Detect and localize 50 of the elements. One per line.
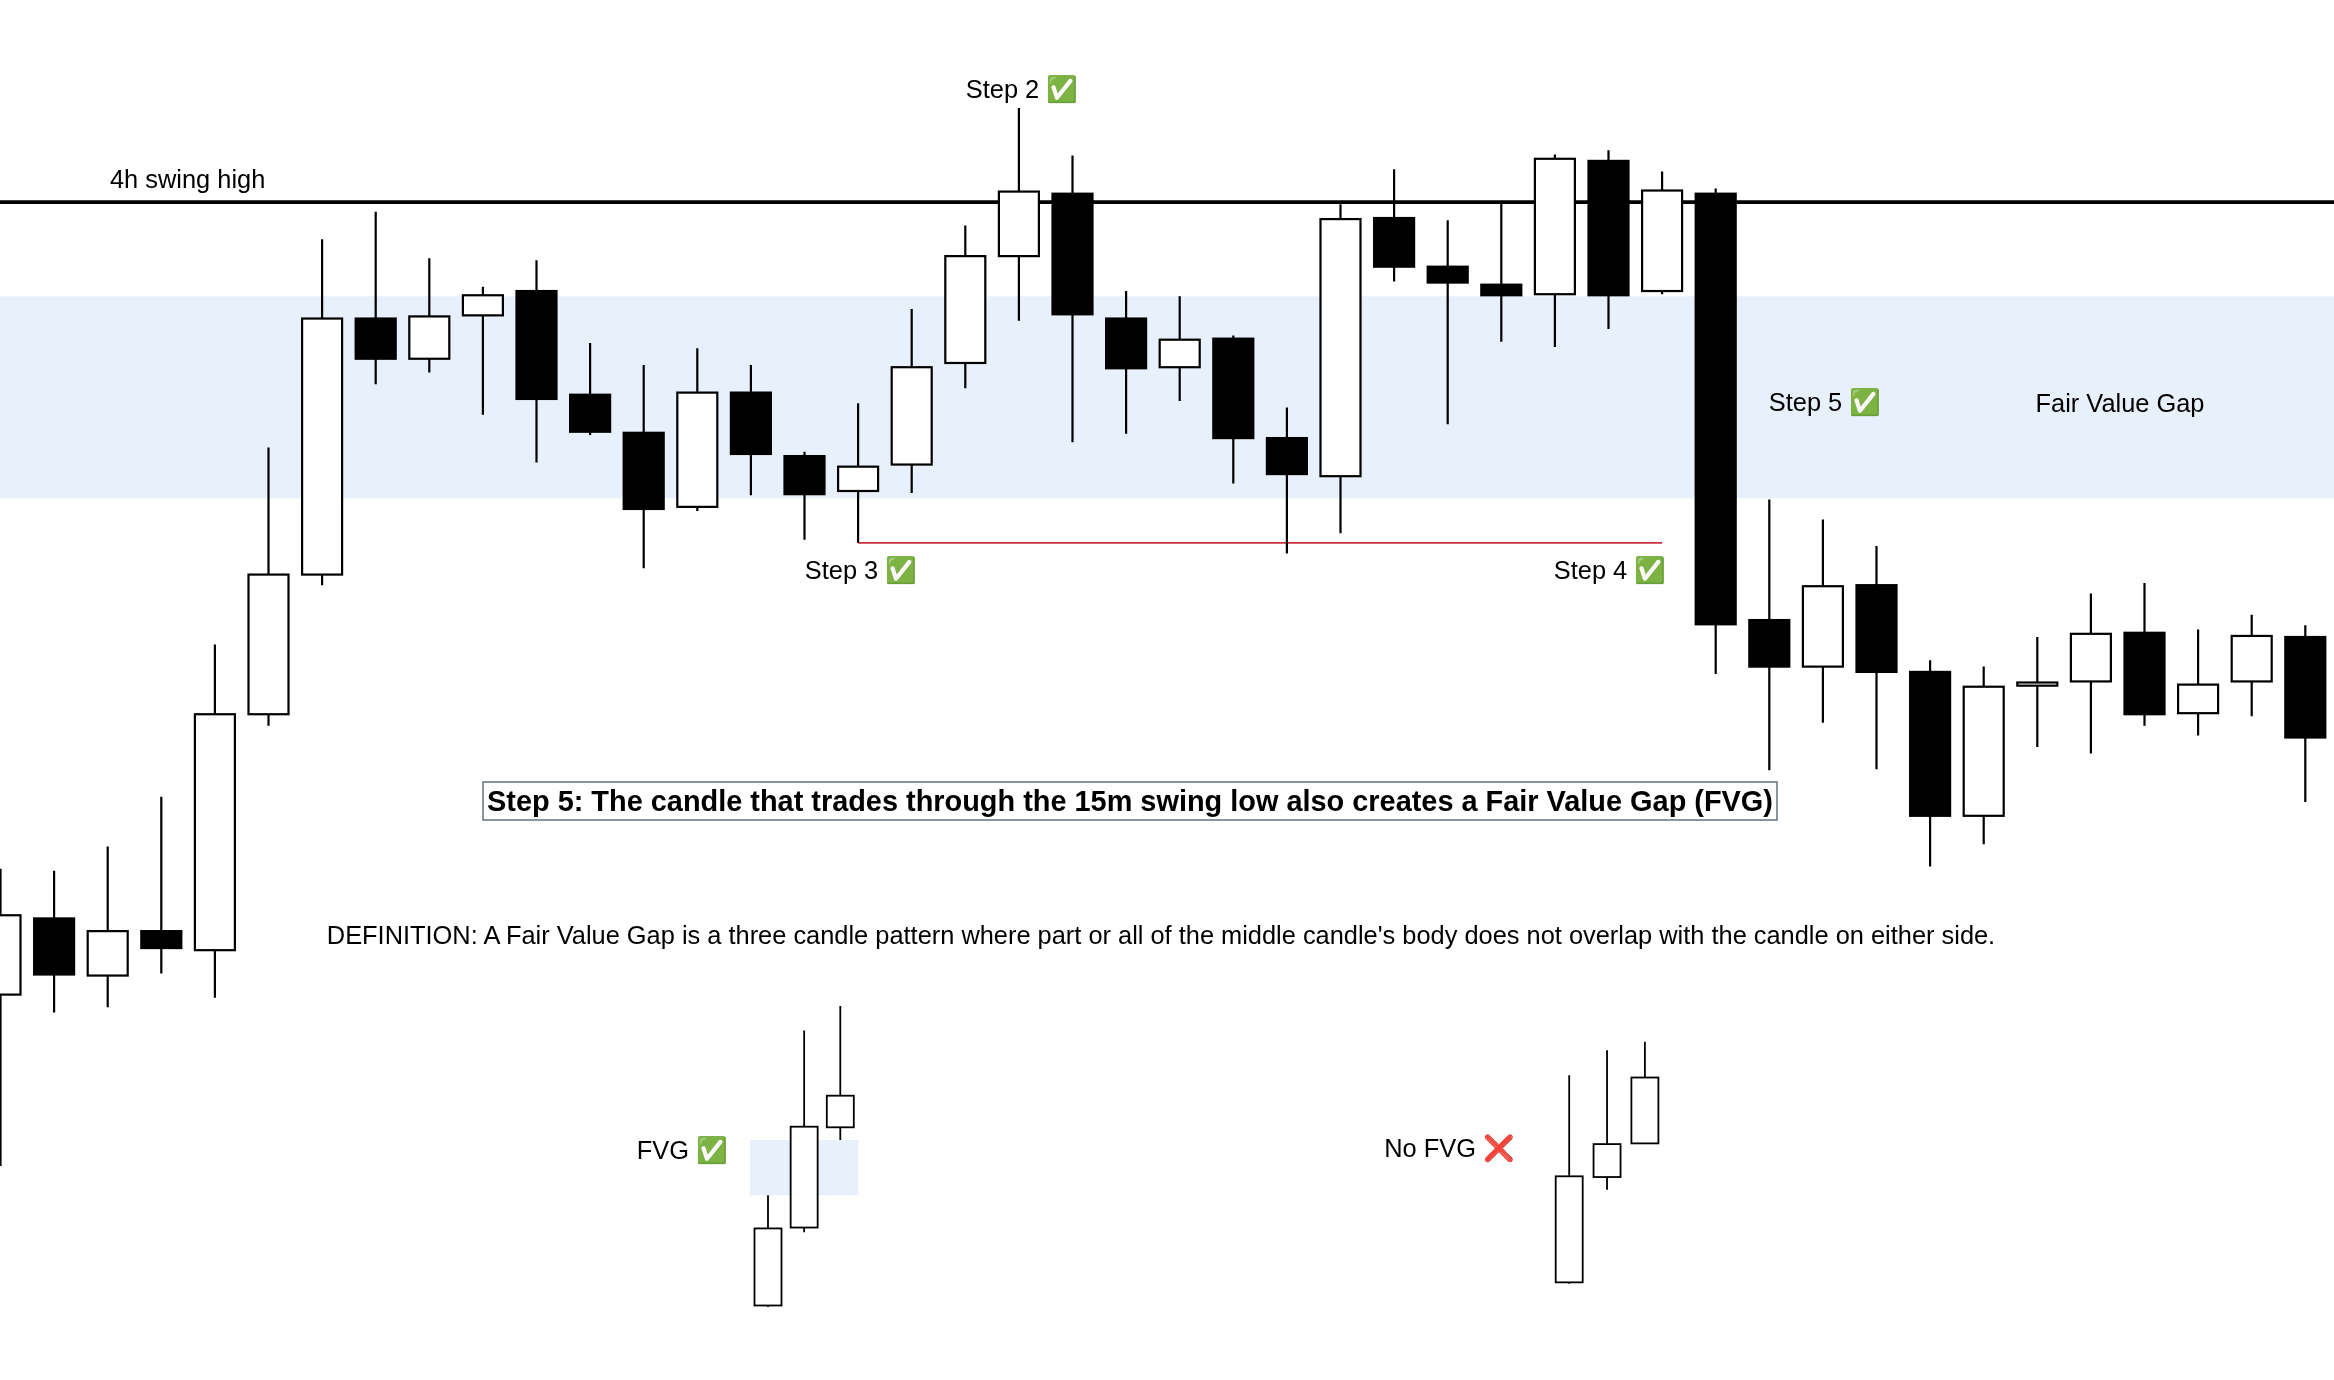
candlestick (1630, 1040, 1660, 1145)
candlestick (2069, 592, 2112, 755)
candlestick (193, 643, 236, 999)
candlestick (729, 363, 772, 497)
candlestick (753, 1194, 783, 1308)
candlestick (461, 285, 504, 416)
annotation: Step 3 ✅ (804, 555, 918, 585)
annotation: Step 5 ✅ (1768, 387, 1882, 417)
candlestick (2123, 581, 2166, 727)
text: Step 5: The candle that trades through the 15m swing low also creates a Fair Value Gap (FVG) (487, 785, 1773, 817)
candlestick (1962, 665, 2005, 846)
band-label: Fair Value Gap (2035, 389, 2205, 417)
candlestick (2284, 624, 2327, 804)
candlestick (247, 446, 290, 727)
candlestick (622, 363, 665, 570)
candlestick (1265, 406, 1308, 555)
candlestick (1105, 289, 1148, 435)
candlestick (825, 1005, 855, 1141)
candlestick (301, 238, 344, 587)
candlestick (1801, 518, 1844, 724)
annotation: DEFINITION: A Fair Value Gap is a three candle pattern where part or all of the middle candle's body does not overlap with the candle on either side. (326, 921, 1996, 949)
candlestick (944, 224, 987, 390)
candlestick (33, 869, 76, 1014)
candlestick (837, 402, 880, 544)
candlestick (1212, 334, 1255, 485)
candlestick (2177, 628, 2220, 737)
candlestick (515, 259, 558, 464)
candlestick (1158, 295, 1201, 403)
candlestick (2016, 635, 2059, 749)
candlestick (140, 795, 183, 975)
text: Step 2 ✅ (965, 74, 1079, 104)
candlestick (1748, 498, 1791, 772)
candlestick (890, 307, 933, 495)
candlestick (1855, 544, 1898, 771)
candlestick (1592, 1049, 1622, 1191)
annotation: No FVG ❌ (1384, 1133, 1515, 1164)
candlestick (86, 845, 129, 1009)
candlestick (783, 450, 826, 541)
candlestick (408, 257, 451, 374)
candlestick (676, 347, 719, 513)
candlestick (1909, 659, 1952, 868)
candlestick (569, 341, 612, 437)
candlestick (1554, 1074, 1584, 1284)
candlestick (1426, 219, 1469, 426)
annotation: Step 4 ✅ (1553, 555, 1667, 585)
ref-line-label: 4h swing high (110, 165, 266, 193)
candlestick (2230, 613, 2273, 718)
candlestick (789, 1029, 819, 1234)
candlestick (354, 210, 397, 386)
annotation: FVG ✅ (636, 1135, 728, 1165)
